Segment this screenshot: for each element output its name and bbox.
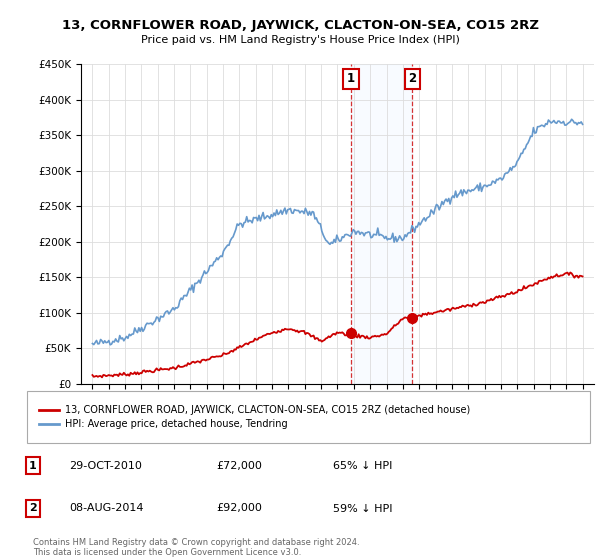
Text: £92,000: £92,000 [216,503,262,514]
Text: 1: 1 [29,461,37,471]
Text: 2: 2 [29,503,37,514]
Legend: 13, CORNFLOWER ROAD, JAYWICK, CLACTON-ON-SEA, CO15 2RZ (detached house), HPI: Av: 13, CORNFLOWER ROAD, JAYWICK, CLACTON-ON… [35,400,475,434]
Text: 59% ↓ HPI: 59% ↓ HPI [333,503,392,514]
Text: 29-OCT-2010: 29-OCT-2010 [69,461,142,471]
Text: 1: 1 [347,72,355,85]
FancyBboxPatch shape [27,391,590,443]
Bar [351,64,412,384]
Text: £72,000: £72,000 [216,461,262,471]
Text: 2: 2 [408,72,416,85]
Text: 65% ↓ HPI: 65% ↓ HPI [333,461,392,471]
Text: 08-AUG-2014: 08-AUG-2014 [69,503,143,514]
Text: Contains HM Land Registry data © Crown copyright and database right 2024.
This d: Contains HM Land Registry data © Crown c… [33,538,359,557]
Text: 13, CORNFLOWER ROAD, JAYWICK, CLACTON-ON-SEA, CO15 2RZ: 13, CORNFLOWER ROAD, JAYWICK, CLACTON-ON… [62,18,539,32]
Text: Price paid vs. HM Land Registry's House Price Index (HPI): Price paid vs. HM Land Registry's House … [140,35,460,45]
